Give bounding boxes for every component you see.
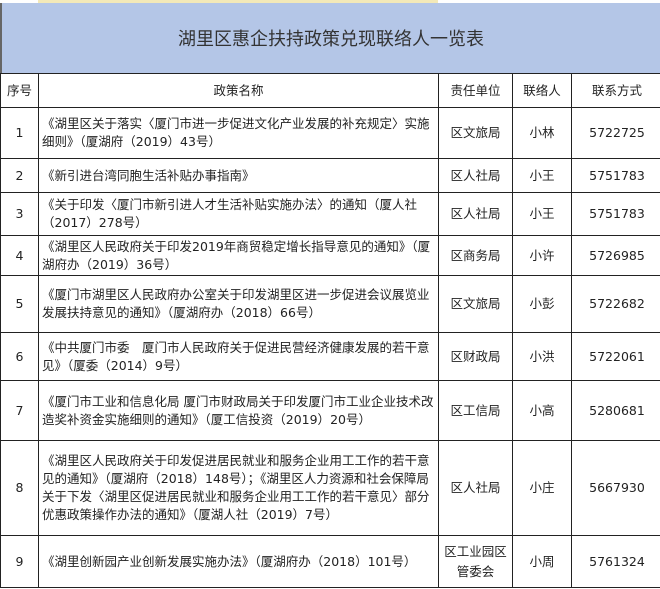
contact-table: 序号 政策名称 责任单位 联络人 联系方式 1 《湖里区关于落实〈厦门市进一步促进… [0, 73, 660, 588]
header-contact: 联络人 [512, 73, 572, 108]
table-row: 8 《湖里区人民政府关于印发促进居民就业和服务企业用工工作的若干意见的通知》（厦湖… [0, 440, 660, 536]
table-row: 9 《湖里创新园产业创新发展实施办法》（厦湖府办（2018）101号） 区工业园区管… [0, 535, 660, 588]
top-strip [0, 0, 660, 3]
row-number: 4 [0, 235, 39, 276]
table-row: 6 《中共厦门市委 厦门市人民政府关于促进民营经济健康发展的若干意见》（厦委（20… [0, 332, 660, 381]
contact-person: 小彭 [512, 275, 572, 333]
table-row: 2 《新引进台湾同胞生活补贴办事指南》 区人社局 小王 5751783 [0, 158, 660, 193]
row-number: 9 [0, 535, 39, 588]
table-row: 7 《厦门市工业和信息化局 厦门市财政局关于印发厦门市工业企业技术改造奖补资金实施… [0, 380, 660, 441]
policy-name: 《关于印发〈厦门市新引进人才生活补贴实施办法〉的通知（厦人社（2017）278号… [38, 192, 439, 236]
contact-person: 小许 [512, 235, 572, 276]
contact-person: 小洪 [512, 332, 572, 381]
row-number: 1 [0, 107, 39, 159]
phone-number: 5761324 [571, 535, 660, 588]
phone-number: 5751783 [571, 192, 660, 236]
responsible-unit: 区文旅局 [438, 107, 513, 159]
header-no: 序号 [0, 73, 39, 108]
phone-number: 5280681 [571, 380, 660, 441]
header-policy: 政策名称 [38, 73, 439, 108]
phone-number: 5722682 [571, 275, 660, 333]
responsible-unit: 区财政局 [438, 332, 513, 381]
row-number: 6 [0, 332, 39, 381]
phone-number: 5722061 [571, 332, 660, 381]
table-header-row: 序号 政策名称 责任单位 联络人 联系方式 [0, 73, 660, 108]
row-number: 3 [0, 192, 39, 236]
responsible-unit: 区工信局 [438, 380, 513, 441]
table-row: 4 《湖里区人民政府关于印发2019年商贸稳定增长指导意见的通知》（厦湖府办（20… [0, 235, 660, 276]
row-number: 5 [0, 275, 39, 333]
row-number: 7 [0, 380, 39, 441]
policy-name: 《厦门市工业和信息化局 厦门市财政局关于印发厦门市工业企业技术改造奖补资金实施细… [38, 380, 439, 441]
policy-name: 《新引进台湾同胞生活补贴办事指南》 [38, 158, 439, 193]
row-number: 8 [0, 440, 39, 536]
responsible-unit: 区人社局 [438, 440, 513, 536]
contact-person: 小高 [512, 380, 572, 441]
responsible-unit: 区工业园区管委会 [438, 535, 513, 588]
responsible-unit: 区人社局 [438, 192, 513, 236]
contact-person: 小王 [512, 192, 572, 236]
phone-number: 5726985 [571, 235, 660, 276]
policy-name: 《湖里区人民政府关于印发2019年商贸稳定增长指导意见的通知》（厦湖府办（201… [38, 235, 439, 276]
header-unit: 责任单位 [438, 73, 513, 108]
contact-person: 小庄 [512, 440, 572, 536]
responsible-unit: 区人社局 [438, 158, 513, 193]
phone-number: 5667930 [571, 440, 660, 536]
policy-name: 《厦门市湖里区人民政府办公室关于印发湖里区进一步促进会议展览业发展扶持意见的通知… [38, 275, 439, 333]
page-title: 湖里区惠企扶持政策兑现联络人一览表 [0, 3, 660, 73]
phone-number: 5751783 [571, 158, 660, 193]
policy-name: 《湖里创新园产业创新发展实施办法》（厦湖府办（2018）101号） [38, 535, 439, 588]
responsible-unit: 区商务局 [438, 235, 513, 276]
table-row: 3 《关于印发〈厦门市新引进人才生活补贴实施办法〉的通知（厦人社（2017）278… [0, 192, 660, 236]
top-strip-highlight [38, 0, 438, 3]
policy-name: 《湖里区关于落实〈厦门市进一步促进文化产业发展的补充规定〉实施细则》（厦湖府（2… [38, 107, 439, 159]
contact-person: 小周 [512, 535, 572, 588]
policy-name: 《湖里区人民政府关于印发促进居民就业和服务企业用工工作的若干意见的通知》（厦湖府… [38, 440, 439, 536]
table-row: 5 《厦门市湖里区人民政府办公室关于印发湖里区进一步促进会议展览业发展扶持意见的通… [0, 275, 660, 333]
table-row: 1 《湖里区关于落实〈厦门市进一步促进文化产业发展的补充规定〉实施细则》（厦湖府（… [0, 107, 660, 159]
contact-person: 小王 [512, 158, 572, 193]
row-number: 2 [0, 158, 39, 193]
responsible-unit: 区文旅局 [438, 275, 513, 333]
header-phone: 联系方式 [571, 73, 660, 108]
contact-person: 小林 [512, 107, 572, 159]
phone-number: 5722725 [571, 107, 660, 159]
policy-name: 《中共厦门市委 厦门市人民政府关于促进民营经济健康发展的若干意见》（厦委（201… [38, 332, 439, 381]
